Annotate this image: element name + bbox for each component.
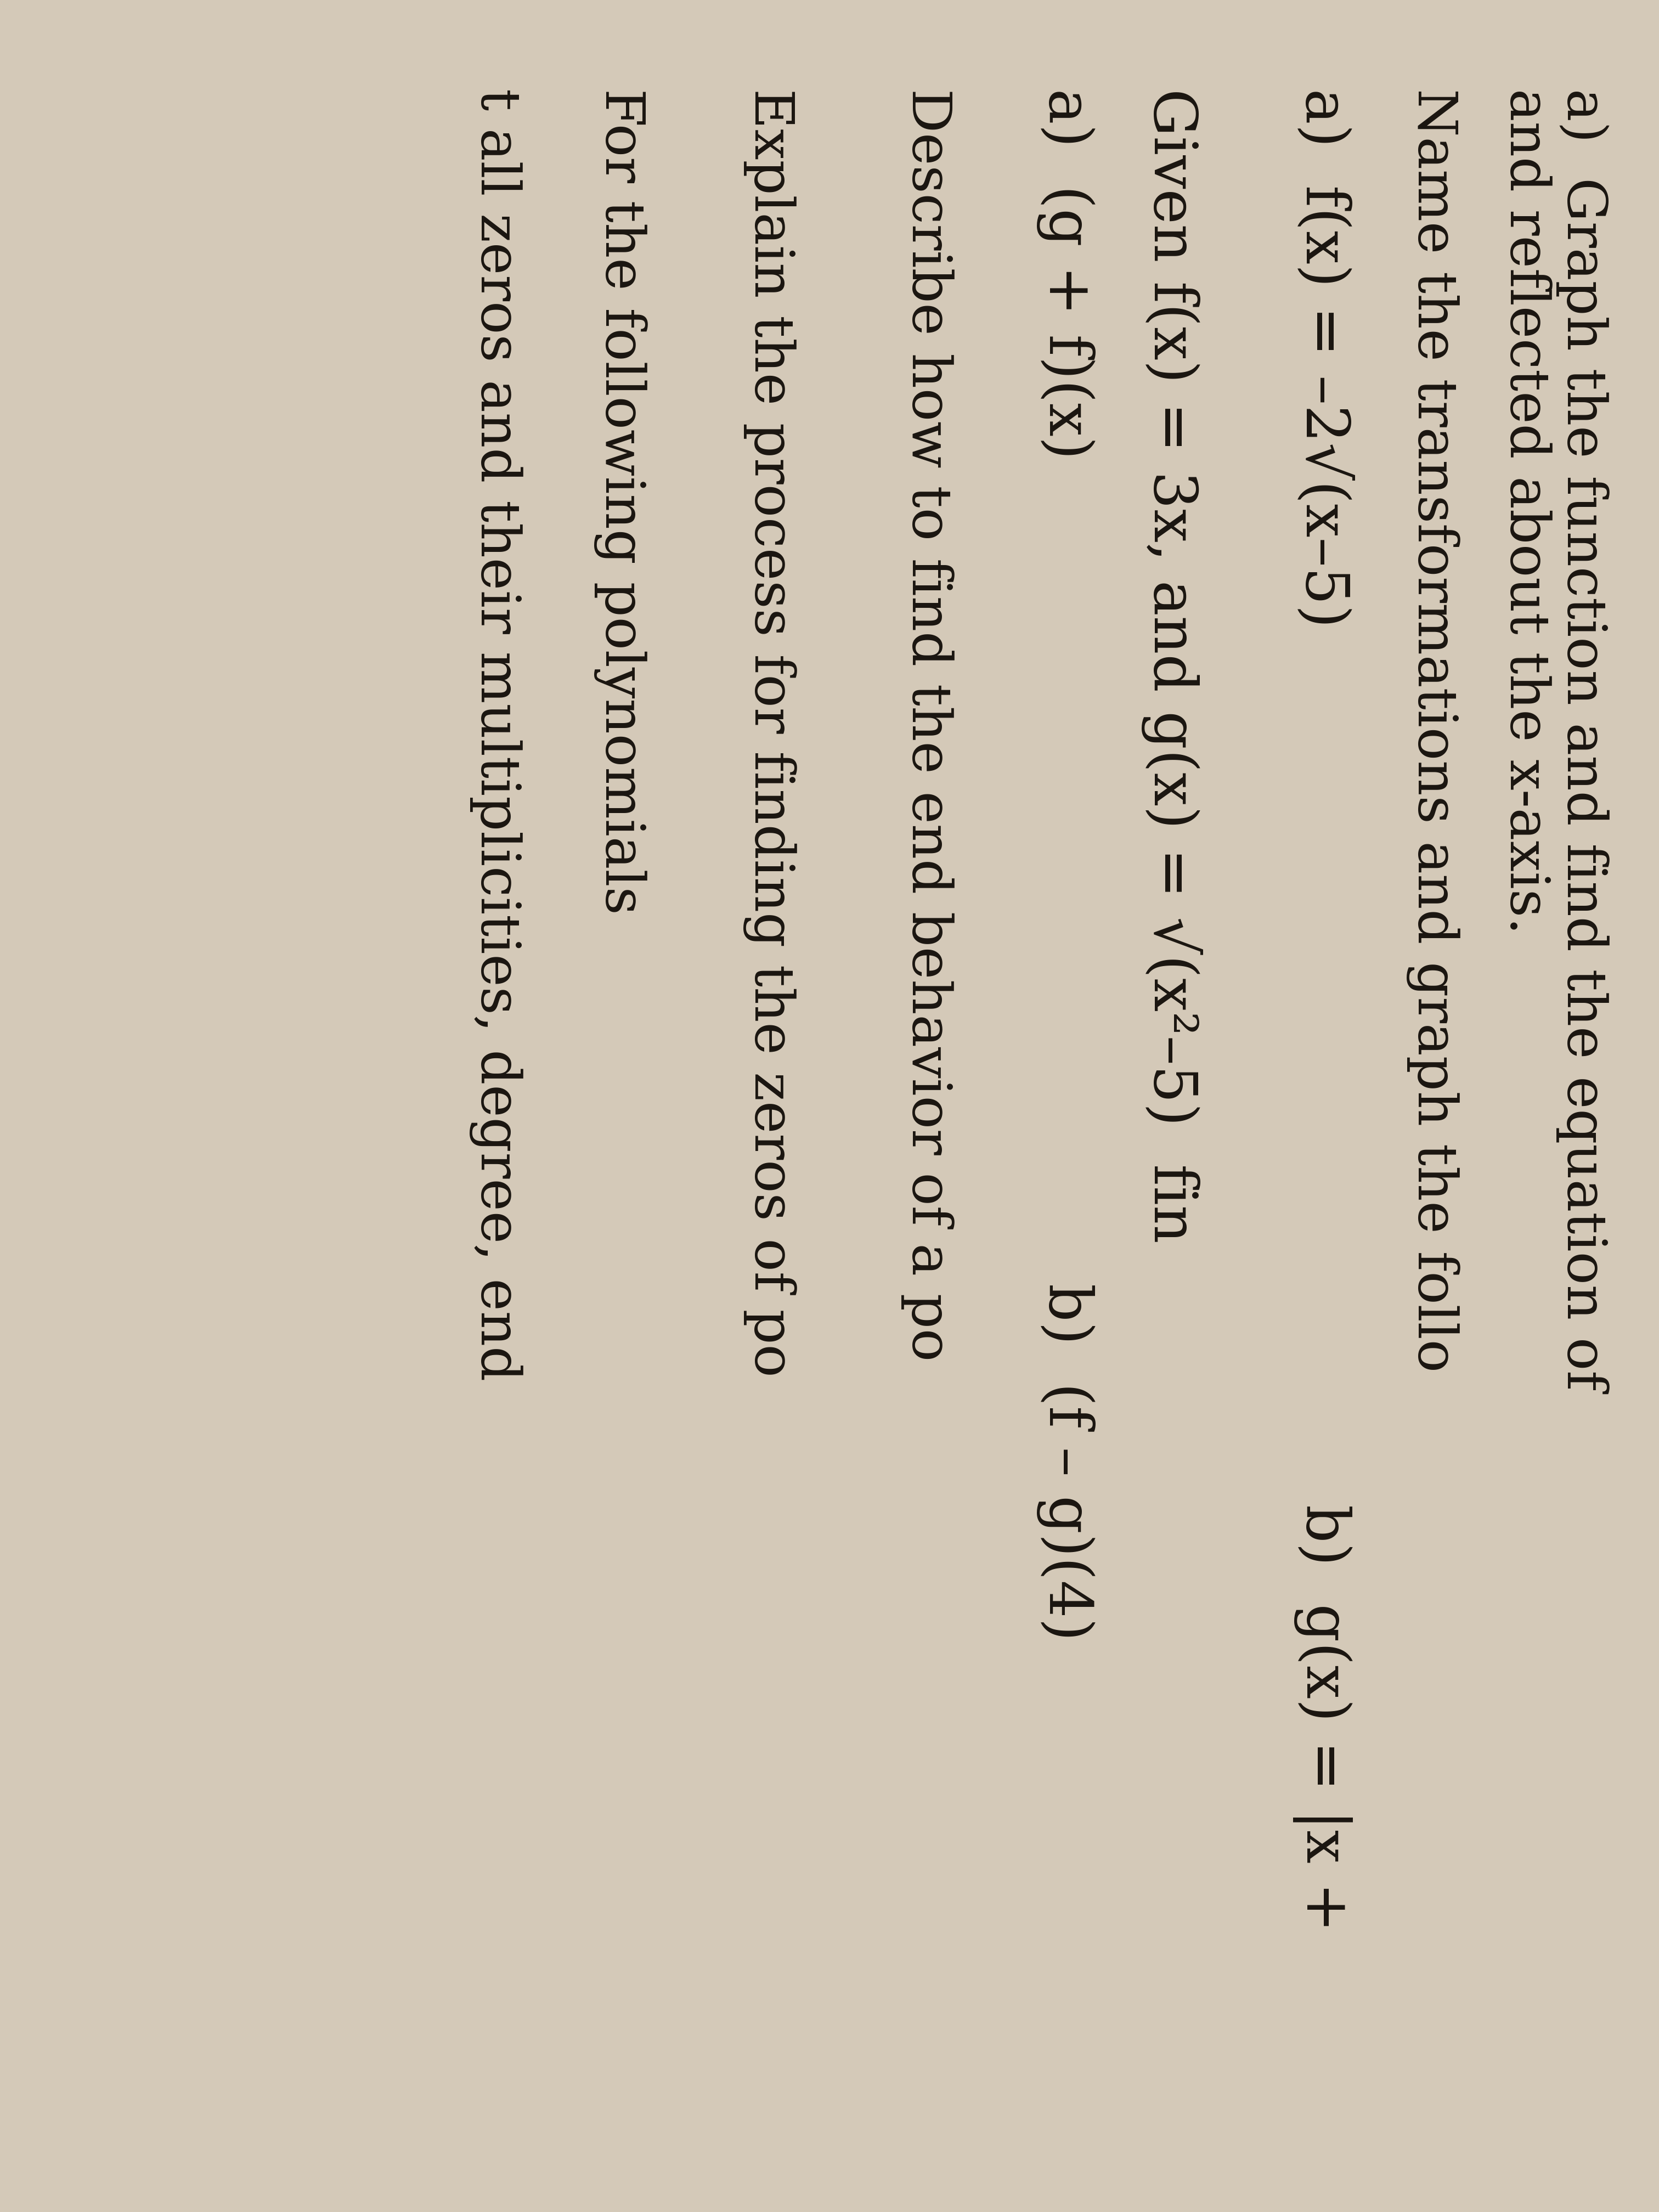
Text: Describe how to find the end behavior of a po: Describe how to find the end behavior of… — [901, 88, 954, 1360]
Text: Name the transformations and graph the follo: Name the transformations and graph the f… — [1407, 88, 1460, 1371]
Text: t all zeros and their multiplicities, degree, end: t all zeros and their multiplicities, de… — [469, 88, 523, 1380]
Text: Explain the process for finding the zeros of po: Explain the process for finding the zero… — [743, 88, 796, 1378]
Text: For the following polynomials: For the following polynomials — [594, 88, 647, 914]
Text: a)  Graph the function and find the equation of: a) Graph the function and find the equat… — [1556, 88, 1609, 1391]
Text: and reflected about the x-axis.: and reflected about the x-axis. — [1498, 88, 1551, 933]
Text: a)  (g + f)(x): a) (g + f)(x) — [1037, 88, 1095, 460]
Text: Given f(x) = 3x, and g(x) = √(x²–5)  fin: Given f(x) = 3x, and g(x) = √(x²–5) fin — [1141, 88, 1203, 1243]
Text: b)  (f – g)(4): b) (f – g)(4) — [1037, 1283, 1095, 1641]
Text: b)  g(x) = |x +: b) g(x) = |x + — [1292, 1504, 1352, 1931]
Text: a)  f(x) = –2√(x–5): a) f(x) = –2√(x–5) — [1294, 88, 1352, 628]
